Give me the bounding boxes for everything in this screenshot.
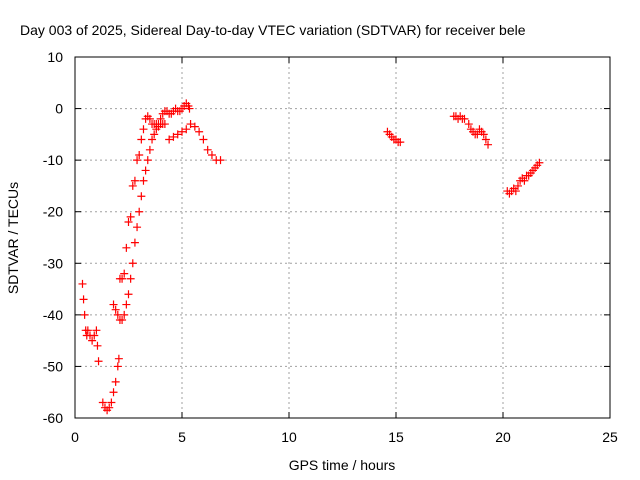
data-point <box>139 176 148 185</box>
data-point <box>479 130 488 139</box>
data-point <box>137 192 146 201</box>
data-point <box>513 181 522 190</box>
data-point <box>182 125 191 134</box>
y-tick-label: -60 <box>43 410 63 426</box>
x-tick-label: 0 <box>71 429 79 445</box>
data-point <box>80 310 89 319</box>
x-tick-label: 25 <box>602 429 618 445</box>
data-point <box>118 274 127 283</box>
data-point <box>186 120 195 129</box>
data-point <box>195 127 204 136</box>
data-point <box>148 135 157 144</box>
plot-frame <box>74 56 611 419</box>
data-point <box>481 135 490 144</box>
data-point <box>107 398 116 407</box>
data-point <box>145 114 154 123</box>
data-point <box>484 140 493 149</box>
data-point <box>128 181 137 190</box>
data-point <box>93 341 102 350</box>
data-point <box>160 120 169 129</box>
data-point <box>130 176 139 185</box>
data-point <box>114 354 123 363</box>
data-point <box>120 310 129 319</box>
data-point <box>135 207 144 216</box>
data-point <box>460 114 469 123</box>
y-tick-label: -40 <box>43 307 63 323</box>
data-point <box>139 125 148 134</box>
data-point <box>120 269 129 278</box>
data-point <box>199 135 208 144</box>
data-point <box>124 218 133 227</box>
data-point <box>88 336 97 345</box>
data-point <box>128 259 137 268</box>
x-tick-label: 15 <box>388 429 404 445</box>
data-point <box>133 156 142 165</box>
data-point <box>105 403 114 412</box>
data-point <box>90 331 99 340</box>
y-tick-label: -50 <box>43 358 63 374</box>
y-axis-label: SDTVAR / TECUs <box>5 182 21 294</box>
data-point <box>130 238 139 247</box>
x-tick-label: 20 <box>495 429 511 445</box>
x-tick-label: 5 <box>178 429 186 445</box>
y-tick-label: -10 <box>43 152 63 168</box>
data-point <box>109 300 118 309</box>
data-point <box>113 362 122 371</box>
y-tick-label: 0 <box>55 101 63 117</box>
data-point <box>150 130 159 139</box>
data-point <box>122 243 131 252</box>
data-point <box>178 127 186 136</box>
data-point <box>464 120 473 129</box>
data-point <box>511 187 520 196</box>
data-point <box>79 295 88 304</box>
data-point <box>207 150 216 159</box>
data-point <box>143 156 152 165</box>
data-point <box>124 290 133 299</box>
grid-lines <box>75 57 610 418</box>
y-tick-label: -20 <box>43 204 63 220</box>
data-point <box>203 145 212 154</box>
data-point <box>173 130 182 139</box>
data-points <box>78 99 544 415</box>
x-tick-label: 10 <box>281 429 297 445</box>
chart-title: Day 003 of 2025, Sidereal Day-to-day VTE… <box>20 22 526 38</box>
data-point <box>535 158 544 167</box>
data-point <box>185 104 194 113</box>
data-point <box>111 377 120 386</box>
data-point <box>122 300 131 309</box>
data-point <box>118 316 127 325</box>
data-point <box>109 388 118 397</box>
y-tick-label: -30 <box>43 255 63 271</box>
y-tick-label: 10 <box>47 49 63 65</box>
data-point <box>190 122 199 131</box>
data-point <box>126 212 135 221</box>
axis-ticks: 0 5 10 15 20 25 10 0 -10 -20 -30 -40 -50 -60 <box>43 49 618 445</box>
data-point <box>78 279 87 288</box>
data-point <box>216 156 225 165</box>
x-axis-label: GPS time / hours <box>289 457 396 473</box>
data-point <box>141 166 150 175</box>
data-point <box>137 135 146 144</box>
data-point <box>520 176 529 185</box>
data-point <box>126 274 135 283</box>
data-point <box>145 145 154 154</box>
data-point <box>165 135 174 144</box>
data-point <box>98 398 107 407</box>
data-point <box>135 150 144 159</box>
data-point <box>94 357 103 366</box>
data-point <box>169 132 178 141</box>
data-point <box>111 305 120 314</box>
data-point <box>133 223 142 232</box>
data-point <box>83 326 92 335</box>
data-point <box>92 326 101 335</box>
data-point <box>396 138 405 147</box>
